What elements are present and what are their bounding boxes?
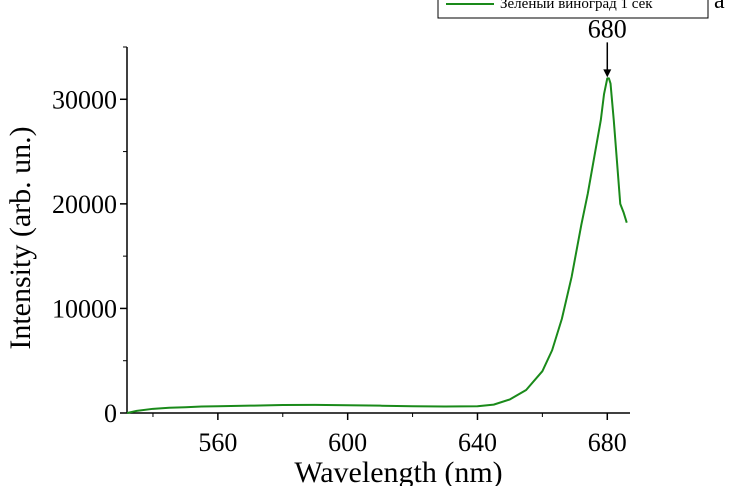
x-tick-label: 680	[588, 428, 627, 457]
peak-annotation: 680	[588, 14, 627, 78]
y-tick-label: 30000	[52, 85, 117, 114]
panel-label: a	[714, 0, 725, 14]
y-axis-title: Intensity (arb. un.)	[4, 126, 37, 349]
series-line	[126, 77, 628, 414]
x-ticks: 560 600 640 680	[152, 413, 627, 457]
y-tick-label: 20000	[52, 190, 117, 219]
y-ticks: 0 10000 20000 30000	[52, 46, 127, 428]
x-tick-label: 640	[458, 428, 497, 457]
y-tick-label: 0	[104, 399, 117, 428]
series-layer	[126, 77, 628, 414]
peak-annotation-arrowhead	[603, 69, 612, 78]
legend-box	[437, 0, 709, 19]
x-tick-label: 560	[198, 428, 237, 457]
y-tick-label: 10000	[52, 294, 117, 323]
axes	[126, 47, 630, 414]
x-axis-title: Wavelength (nm)	[294, 456, 502, 486]
legend: Зеленый виноград 1 сек	[437, 0, 709, 19]
peak-annotation-label: 680	[588, 14, 627, 43]
legend-label: Зеленый виноград 1 сек	[500, 0, 653, 12]
x-tick-label: 600	[328, 428, 367, 457]
